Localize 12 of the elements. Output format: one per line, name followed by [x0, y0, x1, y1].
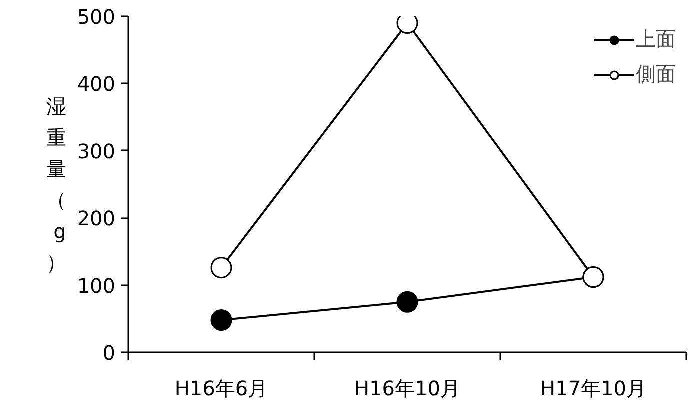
- y-axis-title: 湿重量（g）: [46, 94, 66, 274]
- x-tick-label: H16年6月: [174, 376, 268, 400]
- y-tick-label: 200: [77, 206, 116, 231]
- x-tick-label: H16年10月: [354, 376, 460, 400]
- x-tick-label: H17年10月: [540, 376, 646, 400]
- legend-label: 上面: [636, 26, 676, 53]
- y-tick-label: 500: [77, 5, 116, 29]
- y-tick-label: 0: [102, 341, 116, 365]
- legend-label: 側面: [636, 61, 676, 88]
- y-tick-label: 400: [77, 72, 116, 96]
- y-tick-label: 300: [77, 139, 116, 164]
- y-tick-label: 100: [77, 274, 116, 298]
